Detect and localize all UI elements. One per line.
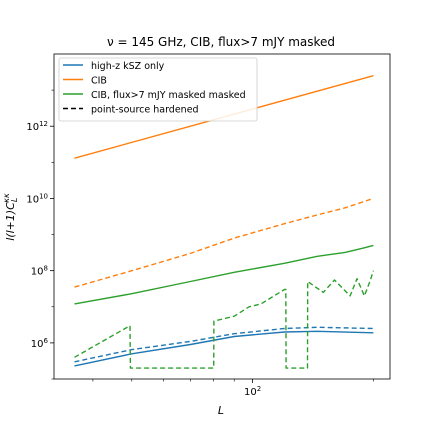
legend-label: point-source hardened [91, 105, 199, 116]
series-line-4 [74, 326, 374, 363]
x-tick-label: 102 [244, 385, 261, 398]
y-tick-label: 1012 [26, 120, 48, 133]
x-axis-label: L [218, 404, 224, 417]
series-line-3 [74, 197, 374, 288]
y-axis-label: l(l+1)CLκκ [2, 193, 19, 241]
legend-label: CIB, flux>7 mJY masked masked [91, 90, 246, 101]
y-tick-label: 108 [31, 265, 48, 278]
legend-label: high-z kSZ only [91, 61, 165, 72]
legend: high-z kSZ only CIB CIB, flux>7 mJY masked… [58, 57, 258, 122]
y-tick-label: 106 [31, 337, 49, 350]
series-line-5 [74, 270, 375, 369]
legend-label: CIB [91, 76, 107, 87]
series-line-0 [74, 330, 374, 367]
axis-ticks: 102 106 108 1010 1012 [26, 89, 374, 398]
series-layer [74, 75, 375, 369]
plot-area-frame [53, 53, 391, 380]
chart-title: ν = 145 GHz, CIB, flux>7 mJY masked [107, 35, 335, 49]
legend-box [58, 57, 258, 122]
y-tick-label: 1010 [26, 192, 48, 205]
series-line-2 [74, 244, 374, 305]
